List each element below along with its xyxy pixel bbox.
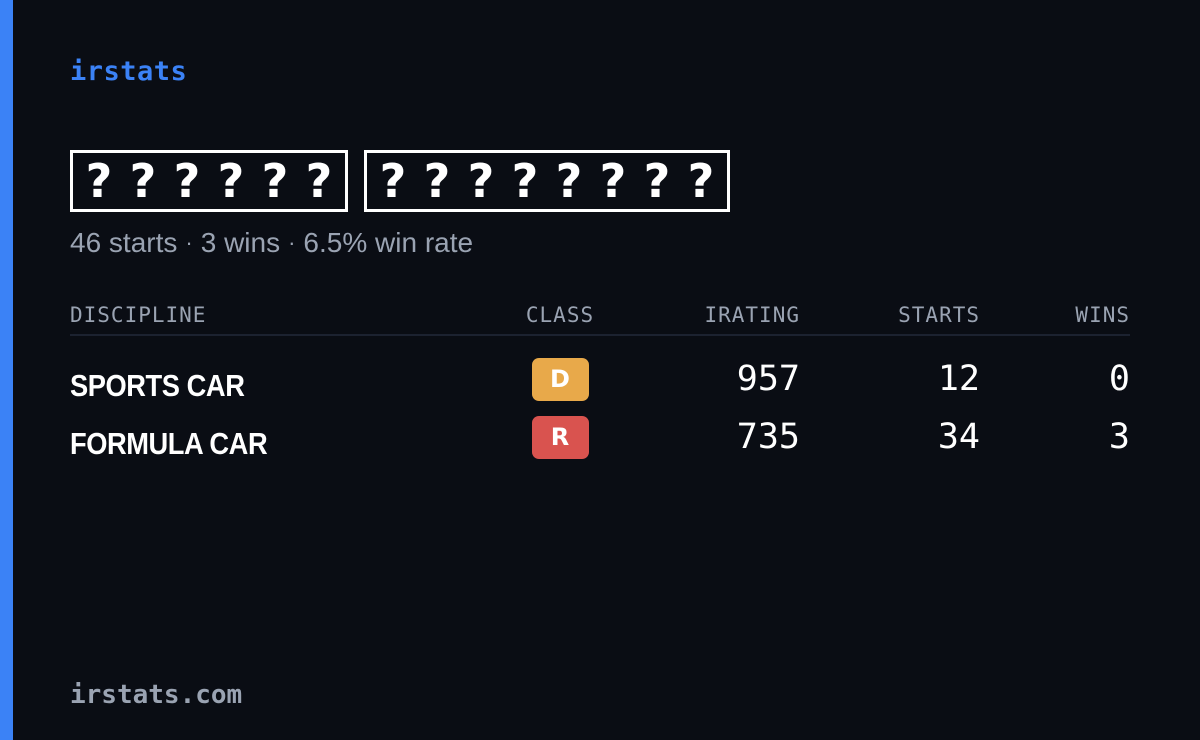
table-row: FORMULA CAR R 735 34 3 — [70, 408, 1130, 466]
starts-value: 12 — [937, 359, 980, 399]
header-starts: STARTS — [898, 303, 980, 327]
header-wins: WINS — [1075, 303, 1130, 327]
summary-win-rate: 6.5% win rate — [303, 227, 474, 258]
name-glyph: ? — [305, 154, 333, 208]
name-glyph: ? — [599, 154, 627, 208]
accent-bar — [0, 0, 13, 740]
name-glyph: ? — [261, 154, 289, 208]
summary-wins: 3 wins — [200, 227, 281, 258]
name-glyph: ? — [687, 154, 715, 208]
wins-value: 0 — [1108, 359, 1130, 399]
header-discipline: DISCIPLINE — [70, 303, 207, 327]
name-glyph: ? — [467, 154, 495, 208]
header-irating: IRATING — [704, 303, 800, 327]
name-glyph: ? — [555, 154, 583, 208]
summary-separator: · — [288, 230, 296, 255]
header-class: CLASS — [525, 303, 595, 327]
name-glyph: ? — [85, 154, 113, 208]
discipline-name: FORMULA CAR — [70, 426, 268, 461]
discipline-stats-table: DISCIPLINE CLASS IRATING STARTS WINS SPO… — [70, 296, 1130, 466]
driver-name: ? ? ? ? ? ? ? ? ? ? ? ? ? ? — [70, 150, 730, 212]
license-class-badge: D — [531, 357, 589, 401]
wins-value: 3 — [1108, 417, 1130, 457]
starts-value: 34 — [937, 417, 980, 457]
brand-logo: irstats — [70, 56, 188, 87]
driver-first-name: ? ? ? ? ? ? — [70, 150, 348, 212]
name-glyph: ? — [217, 154, 245, 208]
name-glyph: ? — [423, 154, 451, 208]
name-glyph: ? — [379, 154, 407, 208]
footer-site-url[interactable]: irstats.com — [70, 680, 243, 710]
table-header: DISCIPLINE CLASS IRATING STARTS WINS — [70, 296, 1130, 336]
name-glyph: ? — [643, 154, 671, 208]
career-summary: 46 starts · 3 wins · 6.5% win rate — [70, 227, 473, 259]
irating-value: 957 — [736, 359, 800, 399]
summary-starts: 46 starts — [70, 227, 178, 258]
irating-value: 735 — [736, 417, 800, 457]
name-glyph: ? — [511, 154, 539, 208]
table-row: SPORTS CAR D 957 12 0 — [70, 350, 1130, 408]
license-class-badge: R — [531, 415, 589, 459]
discipline-name: SPORTS CAR — [70, 368, 245, 403]
summary-separator: · — [185, 230, 193, 255]
name-glyph: ? — [129, 154, 157, 208]
driver-last-name: ? ? ? ? ? ? ? ? — [364, 150, 730, 212]
table-body: SPORTS CAR D 957 12 0 FORMULA CAR R 735 … — [70, 336, 1130, 466]
name-glyph: ? — [173, 154, 201, 208]
